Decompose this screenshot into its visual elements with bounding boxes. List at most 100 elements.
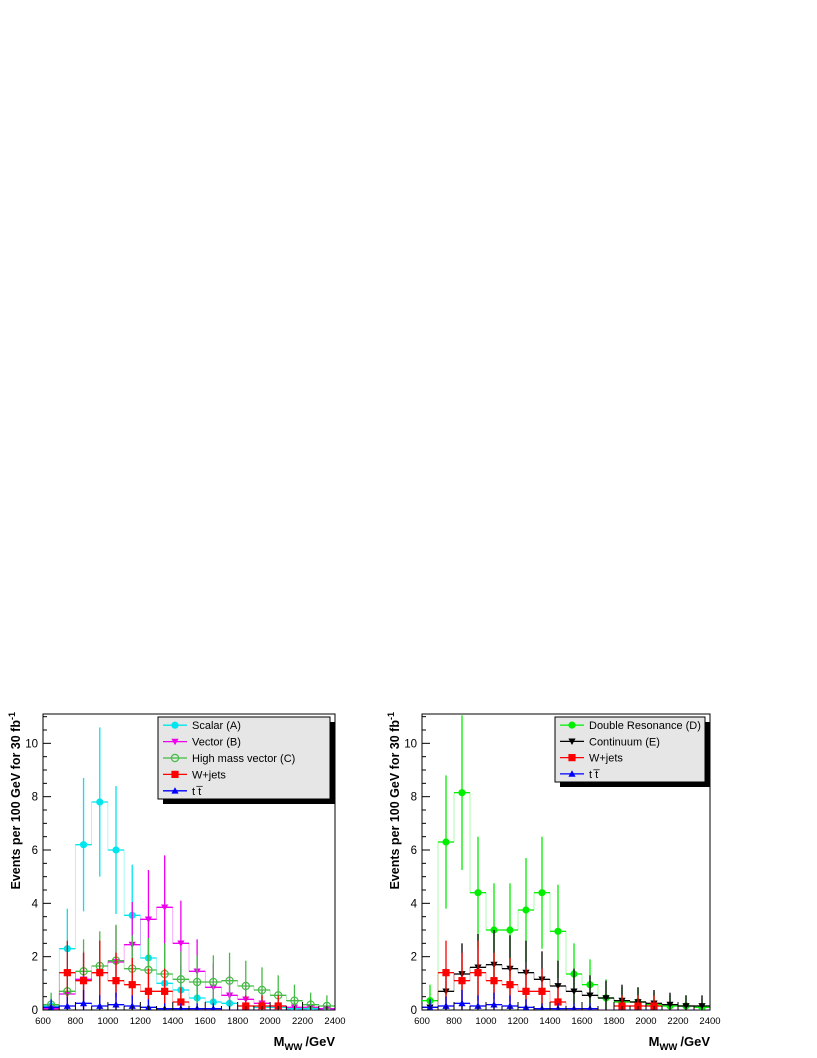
data-point-marker xyxy=(79,977,88,985)
data-point-marker xyxy=(128,1002,136,1009)
data-point-marker xyxy=(474,889,482,897)
data-point-marker xyxy=(554,927,562,935)
data-point-marker xyxy=(112,1001,120,1008)
y-tick-label: 8 xyxy=(32,792,38,804)
data-point-marker xyxy=(538,889,546,897)
legend-swatch-marker xyxy=(568,770,576,777)
y-axis-label: Events per 100 GeV for 30 fb-1 xyxy=(386,712,402,890)
data-point-marker xyxy=(538,987,546,995)
data-point-marker xyxy=(474,969,482,977)
y-tick-label: 0 xyxy=(32,1005,38,1017)
y-tick-label: 8 xyxy=(411,792,417,804)
data-point-marker xyxy=(458,789,466,797)
y-axis-label: Events per 100 GeV for 30 fb-1 xyxy=(7,712,23,890)
data-point-marker xyxy=(209,977,218,987)
x-axis-label: MWW/GeV xyxy=(649,1034,711,1053)
y-axis-label-main: Events per 100 GeV for 30 fb xyxy=(9,720,23,890)
y-axis-label-sup: -1 xyxy=(386,712,396,720)
legend-swatch-marker xyxy=(568,754,576,762)
legend-swatch-marker xyxy=(171,738,179,746)
x-tick-label: 1600 xyxy=(571,1016,592,1027)
right-chart-panel: 0 2 4 6 8 10 600 800 1000 1200 1400 1600 1800 2000 220… xyxy=(386,712,721,1053)
data-point-marker xyxy=(666,1001,674,1009)
x-axis-label-unit: /GeV xyxy=(305,1034,335,1049)
x-axis-label: MWW/GeV xyxy=(274,1034,336,1053)
data-point-marker xyxy=(490,977,498,985)
x-axis-label-sub: WW xyxy=(284,1042,302,1053)
legend-entry-label: Scalar (A) xyxy=(192,720,241,732)
data-point-marker xyxy=(112,977,120,985)
x-tick-label: 2000 xyxy=(635,1016,656,1027)
data-point-marker xyxy=(192,977,202,987)
data-layer xyxy=(422,715,710,1010)
x-axis-label-unit: /GeV xyxy=(680,1034,710,1049)
y-axis-label-sup: -1 xyxy=(7,712,17,720)
x-tick-label: 2000 xyxy=(260,1016,281,1027)
x-tick-label: 1400 xyxy=(162,1016,183,1027)
x-tick-label: 1000 xyxy=(97,1016,118,1027)
x-tick-label: 1200 xyxy=(507,1016,528,1027)
x-tick-label: 1000 xyxy=(475,1016,496,1027)
y-tick-label: 4 xyxy=(32,898,39,910)
data-point-marker xyxy=(112,846,120,854)
series-4 xyxy=(43,940,335,1010)
data-point-marker xyxy=(490,1001,498,1008)
data-point-marker xyxy=(554,998,562,1006)
legend-entry-label: W+jets xyxy=(589,753,623,765)
data-point-marker xyxy=(474,1002,482,1009)
data-point-marker xyxy=(554,983,562,990)
data-point-marker xyxy=(161,987,169,995)
legend-entry-label: W+jets xyxy=(192,769,226,781)
x-tick-label: 600 xyxy=(35,1016,51,1027)
legend-entry-label: Vector (B) xyxy=(192,737,241,749)
data-point-marker xyxy=(128,981,136,989)
x-tick-label: 1400 xyxy=(539,1016,560,1027)
x-tick-label: 2200 xyxy=(667,1016,688,1027)
data-point-marker xyxy=(442,838,450,846)
y-tick-label: 10 xyxy=(404,738,417,750)
x-tick-label: 800 xyxy=(68,1016,84,1027)
x-axis-label-main: M xyxy=(649,1034,660,1049)
x-axis-label-main: M xyxy=(274,1034,285,1049)
x-tick-label: 600 xyxy=(414,1016,430,1027)
legend: Double Resonance (D) Continuum (E) W+jets t… xyxy=(554,716,710,787)
y-tick-label: 2 xyxy=(411,952,417,964)
data-point-marker xyxy=(442,1002,450,1009)
data-point-marker xyxy=(522,906,530,914)
y-tick-label: 2 xyxy=(32,952,38,964)
data-point-marker xyxy=(79,999,88,1007)
data-point-marker xyxy=(570,988,578,995)
data-point-marker xyxy=(458,977,466,985)
y-tick-label: 4 xyxy=(411,898,418,910)
x-tick-label: 2400 xyxy=(324,1016,345,1027)
legend-swatch-marker xyxy=(568,721,576,729)
x-axis-label-sub: WW xyxy=(659,1042,677,1053)
x-tick-label: 1800 xyxy=(227,1016,248,1027)
legend-entry-label: t t̅ xyxy=(589,769,601,781)
data-point-marker xyxy=(586,992,594,999)
data-point-marker xyxy=(161,904,169,911)
data-point-marker xyxy=(177,998,185,1006)
x-tick-label: 2400 xyxy=(699,1016,720,1027)
legend-entry-label: t t̅ xyxy=(192,786,204,798)
data-point-marker xyxy=(458,999,466,1007)
data-point-marker xyxy=(442,969,450,977)
data-point-marker xyxy=(506,981,514,989)
x-tick-label: 1600 xyxy=(195,1016,216,1027)
data-point-marker xyxy=(144,916,153,923)
legend-swatch-marker xyxy=(171,770,179,778)
data-point-marker xyxy=(506,1002,514,1009)
data-point-marker xyxy=(144,987,153,995)
data-point-marker xyxy=(522,987,530,995)
legend: Scalar (A) Vector (B) High mass vector (C)… xyxy=(157,716,335,804)
data-point-marker xyxy=(290,996,299,1005)
legend-swatch-marker xyxy=(568,738,576,745)
data-point-marker xyxy=(257,985,267,995)
y-tick-label: 0 xyxy=(411,1005,417,1017)
data-point-marker xyxy=(63,969,71,977)
legend-entry-label: Double Resonance (D) xyxy=(589,720,701,732)
x-tick-label: 2200 xyxy=(292,1016,313,1027)
data-point-marker xyxy=(506,926,514,934)
data-point-marker xyxy=(177,940,185,947)
